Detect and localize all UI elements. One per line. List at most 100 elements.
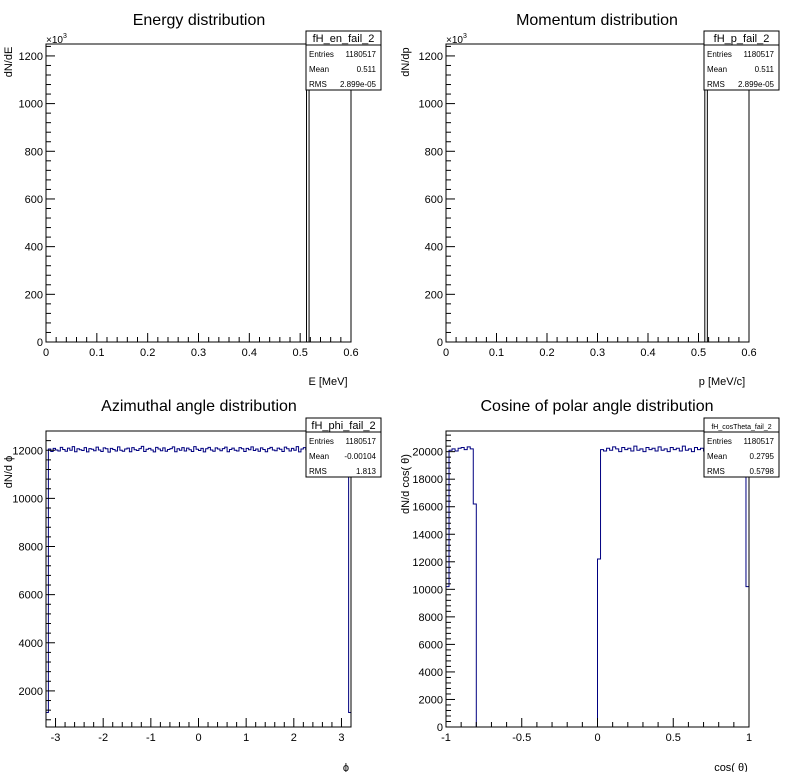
stats-name: fH_cosTheta_fail_2 bbox=[711, 424, 771, 431]
stats-box-frame bbox=[703, 417, 780, 478]
y-tick-label: 4000 bbox=[19, 638, 43, 650]
stats-mean-label: Mean bbox=[309, 452, 329, 461]
y-tick-label: 12000 bbox=[412, 557, 443, 569]
y-tick-label: 20000 bbox=[412, 447, 443, 459]
stats-rms-value: 2.899e-05 bbox=[738, 80, 775, 89]
costheta-histogram: Cosine of polar angle distribution -1 -0.5… bbox=[400, 398, 780, 772]
stats-rms-label: RMS bbox=[707, 467, 725, 476]
stats-entries-label: Entries bbox=[707, 437, 732, 446]
y-tick-label: 400 bbox=[25, 242, 43, 254]
y-multiplier-label: ×103 bbox=[46, 33, 67, 46]
x-tick-label: 0.5 bbox=[691, 347, 706, 359]
x-tick-label: -2 bbox=[98, 732, 108, 744]
stats-box: fH_cosTheta_fail_2 Entries 1180517 Mean 0.27… bbox=[703, 417, 780, 478]
stats-rms-label: RMS bbox=[707, 80, 725, 89]
y-tick-label: 1000 bbox=[419, 99, 443, 111]
y-tick-label: 400 bbox=[425, 242, 443, 254]
histogram-line bbox=[45, 445, 352, 727]
stats-mean-label: Mean bbox=[707, 65, 727, 74]
y-tick-label: 18000 bbox=[412, 474, 443, 486]
x-axis-label: cos( θ) bbox=[714, 762, 748, 772]
x-tick-label: 3 bbox=[338, 732, 344, 744]
stats-entries-label: Entries bbox=[309, 50, 334, 59]
y-tick-label: 200 bbox=[425, 289, 443, 301]
y-tick-label: 600 bbox=[25, 194, 43, 206]
y-tick-label: 600 bbox=[425, 194, 443, 206]
x-tick-label: 0.6 bbox=[343, 347, 358, 359]
x-tick-label: 0 bbox=[594, 732, 600, 744]
y-axis-label: dN/dE bbox=[3, 47, 15, 78]
x-axis-label: ϕ bbox=[343, 762, 349, 772]
stats-mean-value: -0.00104 bbox=[344, 452, 376, 461]
x-tick-label: 0 bbox=[43, 347, 49, 359]
y-tick-label: 800 bbox=[425, 146, 443, 158]
y-tick-label: 16000 bbox=[412, 502, 443, 514]
x-tick-label: -1 bbox=[146, 732, 156, 744]
x-tick-label: 0.1 bbox=[89, 347, 104, 359]
stats-mean-label: Mean bbox=[309, 65, 329, 74]
stats-name: fH_phi_fail_2 bbox=[311, 420, 375, 432]
y-tick-label: 8000 bbox=[19, 542, 43, 554]
histogram-line bbox=[704, 60, 708, 342]
y-tick-label: 0 bbox=[437, 337, 443, 349]
stats-name: fH_en_fail_2 bbox=[313, 33, 375, 45]
stats-entries-value: 1180517 bbox=[743, 50, 774, 59]
x-tick-label: 1 bbox=[243, 732, 249, 744]
x-tick-label: 0.6 bbox=[741, 347, 756, 359]
y-tick-label: 2000 bbox=[419, 694, 443, 706]
stats-mean-value: 0.511 bbox=[755, 65, 775, 74]
y-tick-label: 12000 bbox=[12, 445, 43, 457]
stats-rms-label: RMS bbox=[309, 467, 327, 476]
stats-entries-value: 1180517 bbox=[345, 437, 376, 446]
y-tick-label: 1000 bbox=[19, 99, 43, 111]
stats-box-frame bbox=[305, 417, 382, 478]
y-tick-label: 800 bbox=[25, 146, 43, 158]
stats-rms-value: 0.5798 bbox=[750, 467, 775, 476]
histogram-line bbox=[306, 60, 310, 342]
x-tick-label: -3 bbox=[51, 732, 61, 744]
y-axis-label: dN/d ϕ bbox=[3, 456, 15, 488]
stats-entries-label: Entries bbox=[707, 50, 732, 59]
x-tick-label: 0.4 bbox=[242, 347, 257, 359]
y-tick-label: 14000 bbox=[412, 529, 443, 541]
stats-box-frame bbox=[305, 30, 382, 91]
stats-entries-label: Entries bbox=[309, 437, 334, 446]
stats-mean-value: 0.511 bbox=[357, 65, 377, 74]
histogram-line bbox=[445, 445, 750, 728]
x-tick-label: 2 bbox=[291, 732, 297, 744]
y-tick-label: 8000 bbox=[419, 612, 443, 624]
chart-title: Azimuthal angle distribution bbox=[101, 398, 297, 415]
x-tick-label: 1 bbox=[746, 732, 752, 744]
x-tick-label: 0 bbox=[195, 732, 201, 744]
y-tick-label: 1200 bbox=[19, 51, 43, 63]
chart-title: Momentum distribution bbox=[516, 12, 678, 29]
stats-rms-value: 1.813 bbox=[356, 467, 377, 476]
x-tick-label: 0.3 bbox=[590, 347, 605, 359]
y-tick-label: 10000 bbox=[412, 584, 443, 596]
stats-rms-label: RMS bbox=[309, 80, 327, 89]
x-tick-label: 0.5 bbox=[293, 347, 308, 359]
x-tick-label: 0.3 bbox=[191, 347, 206, 359]
y-tick-label: 10000 bbox=[12, 493, 43, 505]
y-tick-label: 6000 bbox=[419, 639, 443, 651]
y-tick-label: 1200 bbox=[419, 51, 443, 63]
stats-entries-value: 1180517 bbox=[743, 437, 774, 446]
y-tick-label: 0 bbox=[37, 337, 43, 349]
y-tick-label: 4000 bbox=[419, 667, 443, 679]
energy-histogram: Energy distribution 0 0.1 0.2 0.3 0.4 0.5 0.6 0 2… bbox=[3, 12, 382, 388]
x-tick-label: 0 bbox=[443, 347, 449, 359]
x-axis-label: p [MeV/c] bbox=[699, 376, 745, 388]
y-axis-label: dN/dp bbox=[400, 47, 412, 76]
stats-box-frame bbox=[703, 30, 780, 91]
x-tick-label: 0.4 bbox=[640, 347, 655, 359]
x-tick-label: -1 bbox=[441, 732, 451, 744]
y-tick-label: 6000 bbox=[19, 590, 43, 602]
x-axis-label: E [MeV] bbox=[308, 376, 347, 388]
stats-entries-value: 1180517 bbox=[345, 50, 376, 59]
y-tick-label: 200 bbox=[25, 289, 43, 301]
stats-box: fH_phi_fail_2 Entries 1180517 Mean -0.00104 R… bbox=[305, 417, 382, 478]
y-tick-label: 0 bbox=[437, 722, 443, 734]
x-tick-label: 0.5 bbox=[666, 732, 681, 744]
x-tick-label: 0.1 bbox=[489, 347, 504, 359]
